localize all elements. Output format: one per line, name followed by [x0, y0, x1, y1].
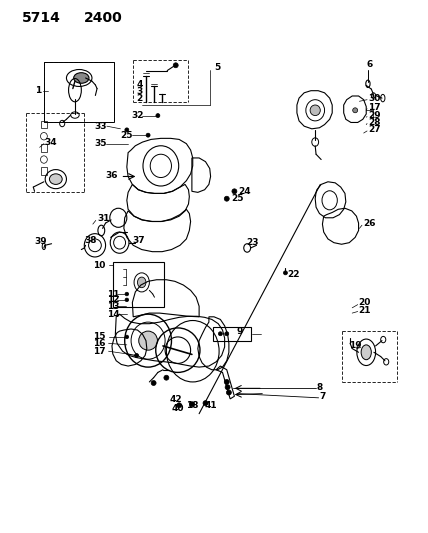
Text: 5: 5 — [214, 63, 220, 72]
Ellipse shape — [125, 128, 129, 132]
Bar — [41, 121, 47, 128]
Bar — [213, 327, 251, 341]
Ellipse shape — [190, 402, 194, 407]
Ellipse shape — [74, 72, 89, 83]
Bar — [41, 144, 47, 151]
Ellipse shape — [125, 298, 129, 302]
Text: 11: 11 — [107, 289, 119, 298]
Text: 13: 13 — [107, 302, 119, 311]
Ellipse shape — [225, 332, 229, 336]
Ellipse shape — [310, 105, 320, 116]
Text: 35: 35 — [94, 139, 107, 148]
Text: 15: 15 — [93, 333, 105, 342]
Text: 18: 18 — [186, 401, 199, 410]
Text: 33: 33 — [94, 122, 107, 131]
Text: 17: 17 — [368, 103, 380, 112]
Text: 5714: 5714 — [22, 11, 61, 25]
Ellipse shape — [177, 403, 181, 408]
Ellipse shape — [232, 189, 237, 194]
Ellipse shape — [50, 174, 62, 184]
Text: 25: 25 — [231, 194, 244, 203]
Ellipse shape — [225, 385, 230, 390]
Text: 40: 40 — [172, 404, 184, 413]
Ellipse shape — [125, 292, 129, 296]
Text: 22: 22 — [287, 270, 300, 279]
Ellipse shape — [125, 335, 129, 338]
Ellipse shape — [151, 381, 156, 385]
Text: 17: 17 — [93, 347, 105, 356]
Text: 12: 12 — [107, 295, 119, 304]
Ellipse shape — [164, 375, 169, 380]
Text: 14: 14 — [107, 310, 119, 319]
Bar — [44, 62, 114, 123]
Text: 19: 19 — [349, 342, 362, 350]
Text: 2400: 2400 — [84, 11, 123, 25]
Ellipse shape — [361, 345, 372, 360]
Ellipse shape — [173, 63, 178, 68]
Text: 36: 36 — [106, 171, 118, 180]
Ellipse shape — [224, 379, 229, 384]
Text: 32: 32 — [131, 111, 143, 120]
Text: 30: 30 — [368, 94, 380, 103]
Ellipse shape — [283, 271, 288, 275]
Text: 28: 28 — [368, 118, 380, 127]
Text: 10: 10 — [93, 261, 105, 270]
Text: 38: 38 — [84, 236, 97, 245]
Text: 23: 23 — [246, 238, 259, 247]
Ellipse shape — [226, 390, 232, 395]
Text: 9: 9 — [236, 327, 243, 336]
Bar — [41, 167, 47, 175]
Text: 21: 21 — [359, 306, 371, 315]
Text: 27: 27 — [368, 125, 380, 134]
Text: 7: 7 — [319, 392, 326, 401]
Ellipse shape — [139, 331, 158, 350]
Text: 26: 26 — [363, 219, 375, 228]
Ellipse shape — [156, 114, 160, 118]
Ellipse shape — [135, 353, 139, 358]
Ellipse shape — [218, 332, 223, 336]
Text: 41: 41 — [205, 401, 217, 410]
Text: 16: 16 — [93, 339, 105, 348]
Text: 3: 3 — [137, 87, 143, 96]
Text: 42: 42 — [169, 395, 182, 405]
Text: 20: 20 — [359, 298, 371, 307]
Ellipse shape — [203, 401, 208, 406]
Text: 8: 8 — [317, 383, 323, 392]
Text: 6: 6 — [366, 60, 372, 69]
Text: 25: 25 — [120, 131, 133, 140]
Ellipse shape — [137, 277, 146, 288]
Text: 29: 29 — [368, 111, 380, 120]
Bar — [113, 262, 164, 308]
Text: 4: 4 — [137, 80, 143, 90]
Ellipse shape — [146, 133, 150, 137]
Text: 37: 37 — [132, 236, 145, 245]
Text: 39: 39 — [35, 237, 47, 246]
Text: 31: 31 — [97, 214, 110, 223]
Text: 24: 24 — [239, 187, 251, 196]
Text: 1: 1 — [36, 86, 42, 95]
Text: 34: 34 — [45, 138, 57, 147]
Ellipse shape — [353, 108, 358, 113]
Ellipse shape — [224, 196, 229, 201]
Text: 2: 2 — [137, 94, 143, 103]
